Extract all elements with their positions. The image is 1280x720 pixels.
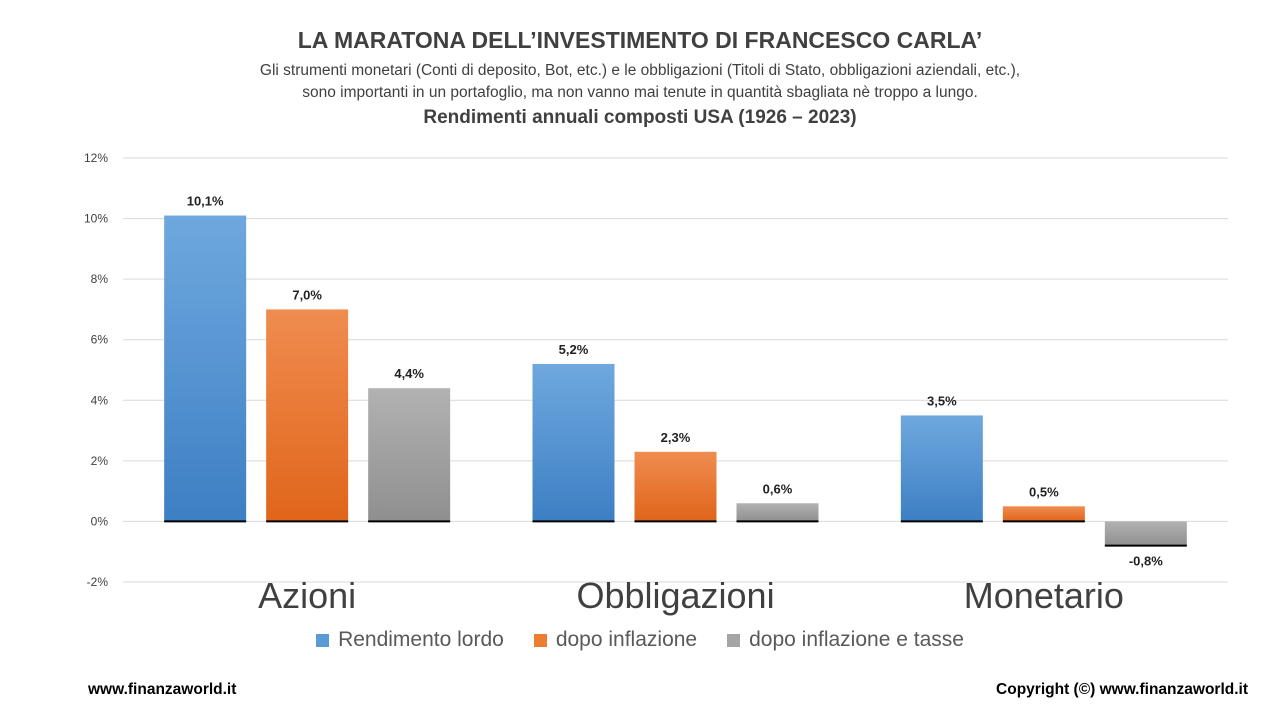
legend-item-dopo-inflazione: dopo inflazione — [533, 628, 698, 652]
legend-label: Rendimento lordo — [338, 628, 504, 651]
page-title: LA MARATONA DELL’INVESTIMENTO DI FRANCES… — [297, 27, 983, 53]
chart-heading: Rendimenti annuali composti USA (1926 – … — [423, 107, 857, 128]
data-label: 0,5% — [1029, 484, 1059, 499]
category-labels: Azioni Obbligazioni Monetario — [258, 575, 1124, 616]
legend-swatch-icon — [316, 633, 330, 647]
legend-item-rendimento-lordo: Rendimento lordo — [316, 628, 504, 652]
y-tick-label: 6% — [91, 333, 109, 347]
data-label: 4,4% — [394, 366, 424, 381]
bar — [634, 451, 717, 522]
legend-label: dopo inflazione e tasse — [749, 628, 964, 651]
data-label: 3,5% — [927, 393, 957, 408]
data-label: 0,6% — [763, 481, 793, 496]
y-axis-ticks: -2% 0% 2% 4% 6% 8% 10% 12% — [84, 151, 108, 589]
bar — [368, 388, 451, 522]
y-tick-label: 12% — [84, 151, 108, 165]
bar — [900, 415, 983, 522]
y-tick-label: -2% — [87, 575, 109, 589]
legend-label: dopo inflazione — [555, 628, 698, 651]
bar — [736, 503, 819, 522]
bars — [164, 215, 1187, 547]
bar — [532, 363, 615, 522]
bar — [164, 215, 247, 522]
y-tick-label: 2% — [91, 454, 109, 468]
data-label: 2,3% — [661, 430, 691, 445]
y-tick-label: 4% — [91, 393, 109, 407]
data-label: 5,2% — [559, 342, 589, 357]
bar — [1002, 506, 1085, 522]
legend-swatch-icon — [727, 633, 741, 647]
data-label: 10,1% — [187, 194, 224, 209]
category-label: Obbligazioni — [576, 575, 774, 616]
data-labels: 10,1% 7,0% 4,4% 5,2% 2,3% 0,6% 3,5% 0,5% -0,8% — [187, 194, 1164, 569]
bar — [1104, 521, 1187, 546]
subtitle-line-1: Gli strumenti monetari (Conti di deposit… — [259, 62, 1021, 79]
footer-website[interactable]: www.finanzaworld.it — [88, 681, 237, 698]
legend-swatch-icon — [533, 633, 547, 647]
legend-item-dopo-inflazione-e-tasse: dopo inflazione e tasse — [727, 628, 964, 652]
bar — [266, 309, 349, 522]
y-tick-label: 10% — [84, 212, 108, 226]
footer-copyright: Copyright (©) www.finanzaworld.it — [996, 681, 1248, 698]
category-label: Azioni — [258, 575, 356, 616]
y-tick-label: 8% — [91, 272, 109, 286]
subtitle-line-2: sono importanti in un portafoglio, ma no… — [302, 84, 978, 101]
legend: Rendimento lordo dopo inflazione dopo in… — [0, 628, 1280, 652]
data-label: -0,8% — [1129, 554, 1163, 569]
data-label: 7,0% — [292, 287, 322, 302]
category-label: Monetario — [964, 575, 1124, 616]
y-tick-label: 0% — [91, 514, 109, 528]
